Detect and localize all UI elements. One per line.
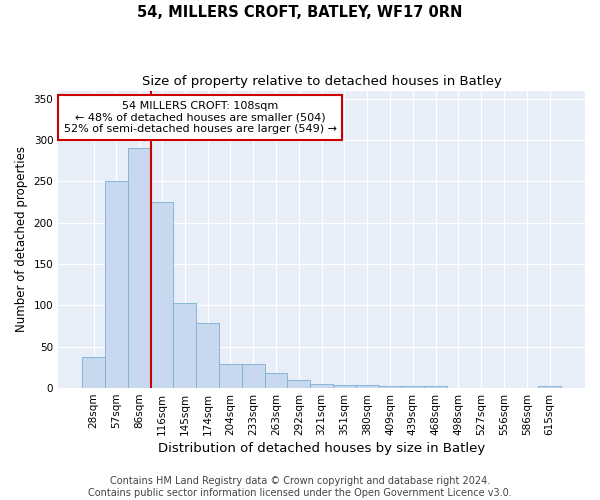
Bar [401, 386, 424, 388]
Bar [356, 385, 379, 388]
Y-axis label: Number of detached properties: Number of detached properties [15, 146, 28, 332]
Bar [173, 303, 196, 388]
Bar [538, 386, 561, 388]
Bar [287, 380, 310, 388]
Bar [265, 373, 287, 388]
Text: Contains HM Land Registry data © Crown copyright and database right 2024.
Contai: Contains HM Land Registry data © Crown c… [88, 476, 512, 498]
Text: 54, MILLERS CROFT, BATLEY, WF17 0RN: 54, MILLERS CROFT, BATLEY, WF17 0RN [137, 5, 463, 20]
Bar [424, 386, 447, 388]
Bar [196, 323, 219, 388]
Bar [310, 384, 333, 388]
Bar [333, 385, 356, 388]
Bar [105, 182, 128, 388]
Bar [379, 386, 401, 388]
Bar [82, 356, 105, 388]
Bar [219, 364, 242, 388]
Text: 54 MILLERS CROFT: 108sqm
← 48% of detached houses are smaller (504)
52% of semi-: 54 MILLERS CROFT: 108sqm ← 48% of detach… [64, 101, 337, 134]
X-axis label: Distribution of detached houses by size in Batley: Distribution of detached houses by size … [158, 442, 485, 455]
Title: Size of property relative to detached houses in Batley: Size of property relative to detached ho… [142, 75, 502, 88]
Bar [128, 148, 151, 388]
Bar [242, 364, 265, 388]
Bar [151, 202, 173, 388]
